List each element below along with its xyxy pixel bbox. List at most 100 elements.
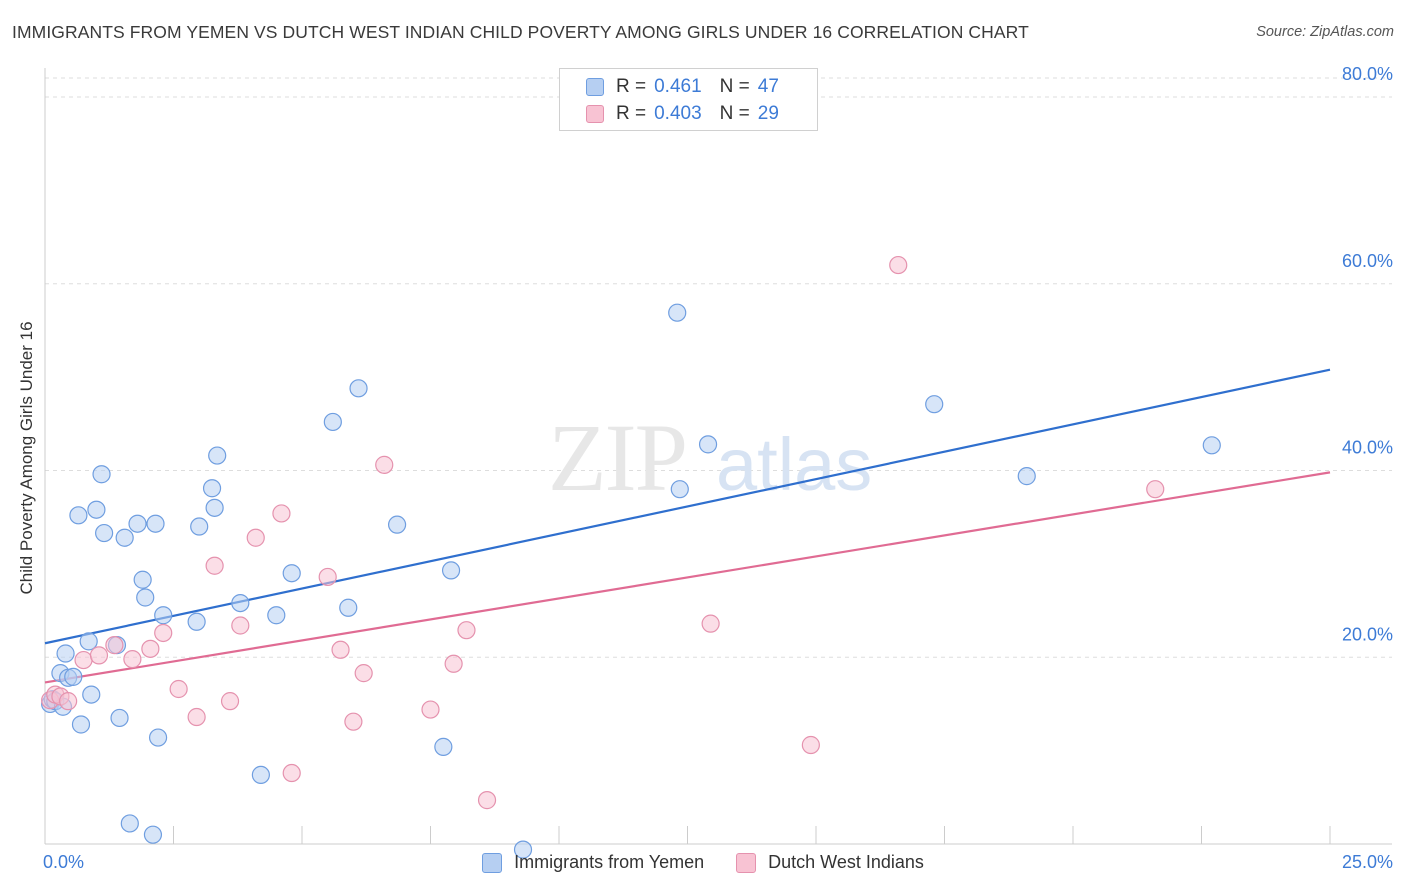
point-yemen	[136, 588, 155, 607]
point-dutch-west-indian	[344, 712, 363, 731]
point-dutch-west-indian	[220, 692, 240, 711]
point-dutch-west-indian	[169, 679, 188, 699]
point-yemen	[56, 644, 75, 663]
point-yemen	[698, 435, 718, 454]
point-dutch-west-indian	[272, 504, 291, 523]
legend-r-label: R =	[616, 76, 647, 97]
point-yemen	[146, 514, 165, 533]
y-axis-label: Child Poverty Among Girls Under 16	[17, 321, 36, 594]
legend-r-value: 0.461	[654, 76, 702, 97]
series-legend-label: Immigrants from Yemen	[514, 852, 705, 872]
point-yemen	[267, 606, 286, 625]
series-legend-label: Dutch West Indians	[768, 852, 924, 872]
point-yemen	[95, 523, 114, 543]
point-dutch-west-indian	[154, 623, 173, 643]
point-dutch-west-indian	[74, 650, 93, 670]
tick-labels: 20.0% 40.0% 60.0% 80.0% 0.0% 25.0%	[43, 64, 1393, 872]
legend-n-label: N =	[719, 103, 750, 124]
point-dutch-west-indian	[457, 621, 476, 640]
legend-n-value: 47	[757, 76, 779, 97]
point-dutch-west-indian	[375, 455, 394, 474]
series-swatch-pink	[736, 852, 757, 873]
point-yemen	[231, 593, 250, 613]
point-yemen	[513, 840, 533, 859]
y-tick-label: 60.0%	[1342, 251, 1393, 271]
legend-swatch-pink	[586, 105, 604, 123]
trend-line-dutch	[44, 471, 1331, 684]
point-yemen	[190, 517, 209, 536]
point-yemen	[82, 685, 101, 704]
point-yemen	[670, 480, 689, 499]
point-yemen	[339, 598, 358, 617]
point-dutch-west-indian	[59, 692, 78, 711]
point-dutch-west-indian	[421, 700, 440, 719]
point-dutch-west-indian	[331, 640, 350, 659]
series-legend: Immigrants from Yemen Dutch West Indians	[0, 852, 1406, 873]
legend-n-value: 29	[757, 103, 779, 124]
point-yemen	[133, 570, 152, 589]
series-legend-yemen[interactable]: Immigrants from Yemen	[482, 852, 704, 873]
point-yemen	[1202, 436, 1221, 455]
data-points	[41, 255, 1221, 859]
point-yemen	[251, 765, 270, 785]
point-yemen	[1017, 467, 1036, 486]
x-tick-label: 25.0%	[1342, 852, 1393, 872]
point-dutch-west-indian	[187, 707, 206, 727]
point-yemen	[282, 564, 301, 583]
point-dutch-west-indian	[246, 528, 265, 547]
watermark-atlas: atlas	[716, 423, 872, 506]
point-yemen	[208, 446, 227, 465]
point-yemen	[925, 395, 944, 414]
point-yemen	[115, 528, 134, 547]
point-dutch-west-indian	[477, 791, 497, 810]
point-yemen	[434, 737, 453, 756]
y-tick-label: 40.0%	[1342, 438, 1393, 458]
point-dutch-west-indian	[123, 650, 142, 669]
point-dutch-west-indian	[141, 639, 160, 658]
point-dutch-west-indian	[1146, 480, 1165, 499]
point-dutch-west-indian	[231, 616, 250, 635]
point-yemen	[323, 412, 342, 432]
trend-line-yemen	[44, 368, 1331, 645]
point-yemen	[69, 506, 88, 525]
point-yemen	[87, 500, 106, 519]
point-dutch-west-indian	[205, 556, 224, 575]
point-yemen	[202, 479, 222, 498]
axes	[44, 68, 1392, 845]
legend-n-label: N =	[719, 76, 750, 97]
point-yemen	[92, 465, 111, 484]
point-dutch-west-indian	[89, 646, 109, 665]
point-yemen	[79, 632, 98, 651]
trend-lines	[44, 368, 1331, 684]
point-dutch-west-indian	[701, 614, 720, 633]
point-yemen	[120, 814, 139, 833]
y-tick-label: 80.0%	[1342, 64, 1393, 84]
point-yemen	[668, 303, 687, 322]
legend-r-value: 0.403	[654, 103, 702, 124]
y-tick-label: 20.0%	[1342, 624, 1393, 644]
point-yemen	[441, 561, 461, 580]
series-legend-dutch[interactable]: Dutch West Indians	[736, 852, 924, 873]
point-yemen	[349, 379, 368, 398]
point-dutch-west-indian	[318, 567, 337, 587]
point-yemen	[205, 498, 224, 517]
point-yemen	[128, 514, 147, 533]
point-yemen	[148, 728, 168, 747]
x-tick-label: 0.0%	[43, 852, 84, 872]
chart-title: IMMIGRANTS FROM YEMEN VS DUTCH WEST INDI…	[12, 22, 1029, 42]
legend-row-yemen: R = 0.461 N = 47	[586, 75, 779, 99]
source-label: Source: ZipAtlas.com	[1256, 24, 1394, 40]
point-yemen	[64, 667, 83, 686]
point-yemen	[71, 715, 91, 734]
point-dutch-west-indian	[282, 763, 301, 783]
point-yemen	[387, 515, 407, 534]
grid-lines	[45, 77, 1392, 658]
watermark: ZIP atlas	[548, 404, 872, 511]
watermark-zip: ZIP	[548, 404, 686, 511]
point-dutch-west-indian	[105, 636, 124, 655]
point-yemen	[154, 606, 173, 625]
point-dutch-west-indian	[354, 664, 373, 683]
point-dutch-west-indian	[889, 255, 908, 275]
point-dutch-west-indian	[444, 654, 463, 673]
